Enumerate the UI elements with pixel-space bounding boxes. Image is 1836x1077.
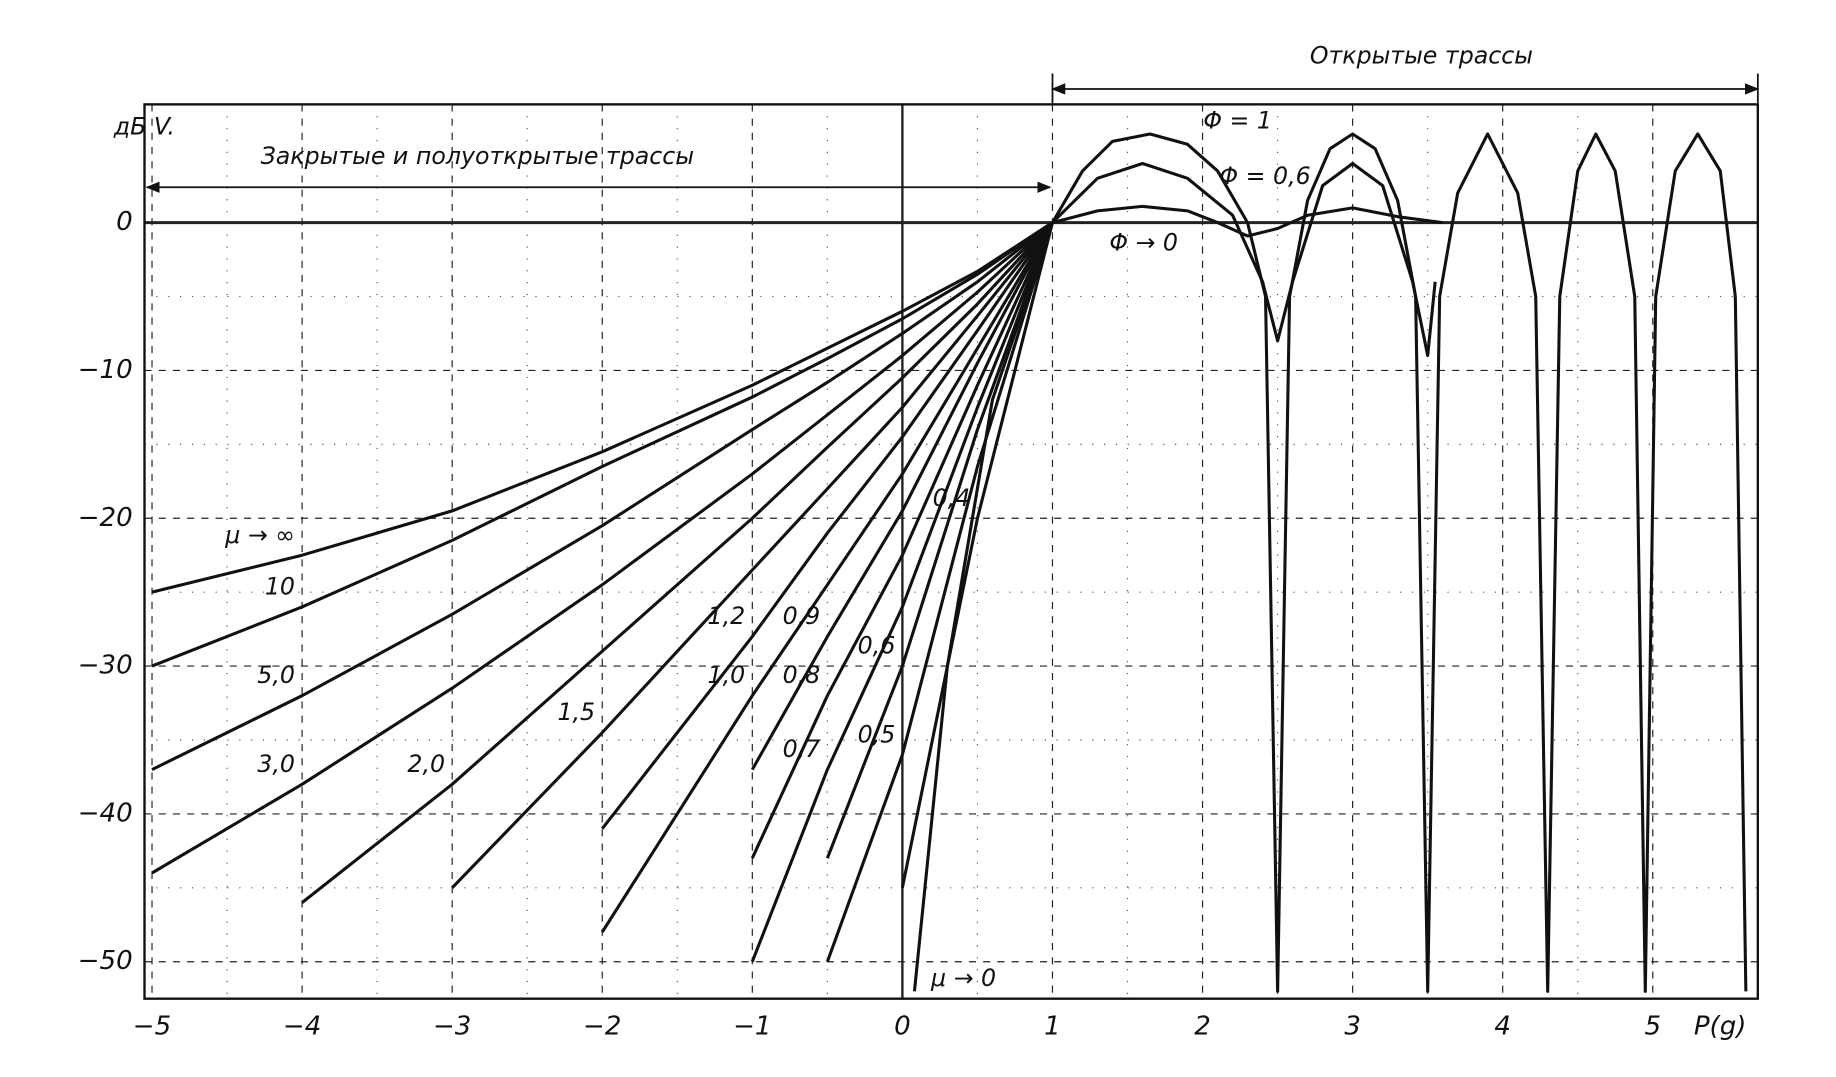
series-line xyxy=(750,221,1054,771)
series-line xyxy=(1051,161,1437,358)
y-tick-label: −10 xyxy=(78,355,133,385)
series-line xyxy=(1051,132,1748,993)
series-line xyxy=(825,222,1054,859)
x-tick-label: 1 xyxy=(1044,1012,1061,1042)
y-tick-label: −30 xyxy=(78,651,133,681)
series-line xyxy=(825,222,1054,963)
y-axis-label: дБ V. xyxy=(113,113,175,141)
series-line xyxy=(451,221,1054,889)
y-tick-label: −20 xyxy=(78,503,133,533)
x-tick-label: 4 xyxy=(1494,1012,1511,1042)
series-line xyxy=(912,222,1054,992)
x-axis-label: P(g) xyxy=(1694,1012,1747,1042)
annotation: Закрытые и полуоткрытые трассы xyxy=(261,142,694,170)
series-line xyxy=(151,221,1054,875)
series-line xyxy=(301,221,1054,904)
series-label: 0,4 xyxy=(933,484,971,512)
series-line xyxy=(1052,204,1443,238)
series-label: Φ = 1 xyxy=(1203,107,1272,135)
plot-frame xyxy=(143,103,1760,1000)
series-line xyxy=(900,222,1054,889)
series-line xyxy=(750,221,1054,859)
series-label: 1,2 xyxy=(708,602,746,630)
series-label: 0,7 xyxy=(783,735,821,763)
series-label: 1,0 xyxy=(708,661,746,689)
x-tick-label: −1 xyxy=(733,1012,771,1042)
series-label: μ → ∞ xyxy=(224,521,295,549)
series-label: 0,9 xyxy=(783,602,821,630)
x-tick-label: 3 xyxy=(1344,1012,1361,1042)
series-line xyxy=(750,222,1054,963)
series-line xyxy=(151,221,1054,668)
series-label: Φ = 0,6 xyxy=(1220,162,1311,190)
y-tick-label: −50 xyxy=(78,946,133,976)
x-tick-label: 2 xyxy=(1194,1012,1211,1042)
series-label: 3,0 xyxy=(257,750,295,778)
series-label: 10 xyxy=(265,573,295,601)
series-label: μ → 0 xyxy=(930,964,996,992)
y-tick-label: −40 xyxy=(78,798,133,828)
annotation: Открытые трассы xyxy=(1310,41,1533,69)
series-line xyxy=(600,221,1054,830)
series-label: 2,0 xyxy=(407,750,445,778)
x-tick-label: −5 xyxy=(133,1012,171,1042)
x-tick-label: −4 xyxy=(283,1012,321,1042)
plot: μ → ∞ 10 5,0 3,0 2,0 1,5 1,2 1,0 0,9 0,8 0,7 0,6 0,5… xyxy=(151,107,1748,993)
series-label: 0,6 xyxy=(858,632,896,660)
y-tick-label: 0 xyxy=(116,207,133,237)
x-tick-label: −2 xyxy=(583,1012,621,1042)
series-label: 0,8 xyxy=(783,661,821,689)
x-tick-label: 0 xyxy=(894,1012,911,1042)
series-label: 5,0 xyxy=(257,661,295,689)
series-line xyxy=(600,221,1054,933)
series-label: Φ → 0 xyxy=(1109,228,1178,256)
x-tick-label: −3 xyxy=(433,1012,471,1042)
x-tick-label: 5 xyxy=(1644,1012,1661,1042)
series-line xyxy=(151,221,1054,594)
series-label: 1,5 xyxy=(557,698,595,726)
series-line xyxy=(151,221,1054,771)
series-label: 0,5 xyxy=(858,720,896,748)
